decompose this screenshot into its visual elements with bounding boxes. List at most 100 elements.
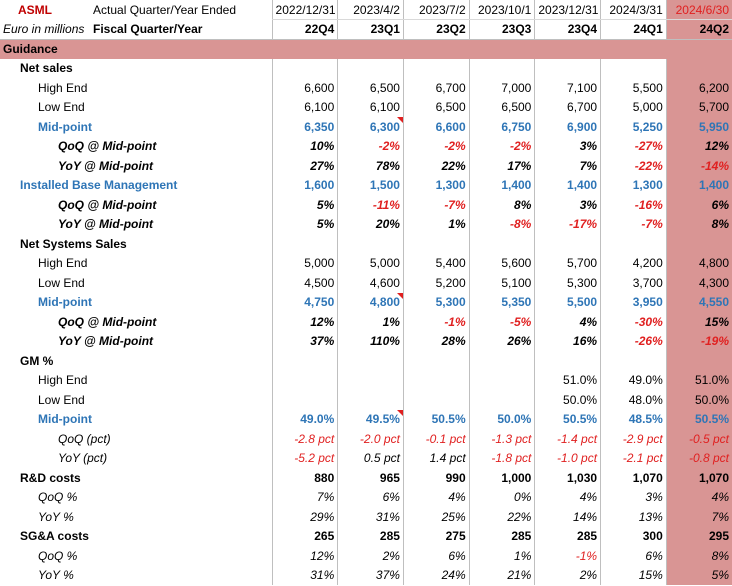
table-cell: 6,600 [271,78,338,98]
table-cell: 1,500 [337,175,404,195]
table-cell [600,58,667,78]
table-cell: 6,700 [534,97,601,117]
table-cell: -0.8 pct [665,448,732,468]
table-cell [402,390,470,410]
table-cell: 1,600 [271,175,338,195]
table-cell [600,234,667,254]
table-cell: -2.0 pct [337,429,404,449]
table-cell: 12% [665,136,732,156]
table-cell: 5,500 [534,292,601,312]
table-cell: 6% [402,546,470,566]
table-row: SG&A costs 265 285 275 285 285 300 295 [0,526,732,546]
table-cell: 880 [271,468,338,488]
table-cell: 51.0% [534,370,601,390]
table-cell: 17% [468,156,535,176]
table-cell: 5,300 [402,292,470,312]
table-cell: 6,500 [337,78,404,98]
table-cell: 7,100 [534,78,601,98]
table-cell: 275 [402,526,470,546]
table-row: R&D costs 880 965 990 1,000 1,030 1,070 1,070 [0,468,732,488]
row-label: R&D costs [20,470,81,485]
table-cell [271,58,338,78]
row-label: Low End [38,392,85,407]
table-cell [468,58,535,78]
table-cell [271,234,338,254]
table-cell: 50.5% [402,409,470,429]
table-cell: 1,300 [402,175,470,195]
table-cell: 6,300 [337,117,404,137]
table-cell: 48.0% [600,390,667,410]
table-cell: 6,750 [468,117,535,137]
row-label: High End [38,80,88,95]
table-cell: 2% [534,565,601,585]
table-cell: -7% [402,195,470,215]
table-cell: 4,750 [271,292,338,312]
table-cell: -8% [468,214,535,234]
table-cell: 300 [600,526,667,546]
table-cell: -0.5 pct [665,429,732,449]
table-cell: 5,300 [534,273,601,293]
row-label: YoY % [38,568,74,583]
table-cell: 22% [402,156,470,176]
table-cell [337,390,404,410]
table-cell: 1,300 [600,175,667,195]
table-cell: -2.1 pct [600,448,667,468]
row-label: YoY @ Mid-point [58,158,154,173]
table-cell [534,58,601,78]
table-cell: 265 [271,526,338,546]
quarter-header: 24Q1 [600,19,667,40]
date-header: 2023/12/31 [534,0,601,20]
table-cell [534,234,601,254]
date-header: 2023/4/2 [337,0,404,20]
table-cell: 12% [271,546,338,566]
table-row: High End 6,600 6,500 6,700 7,000 7,100 5,500 6,… [0,78,732,98]
table-cell: 78% [337,156,404,176]
table-cell: 7% [665,507,732,527]
table-cell: -17% [534,214,601,234]
table-cell: 10% [271,136,338,156]
table-cell [468,351,535,371]
table-cell: 50.0% [468,409,535,429]
table-cell: -7% [600,214,667,234]
table-cell: 6,500 [468,97,535,117]
table-row: Net Systems Sales [0,234,732,254]
table-cell: 4,600 [337,273,404,293]
table-cell: 2% [337,546,404,566]
table-cell: 3% [600,487,667,507]
table-cell: -1% [534,546,601,566]
row-label: GM % [20,353,54,368]
table-cell: 4% [402,487,470,507]
table-cell: 5,700 [534,253,601,273]
table-row: Installed Base Management 1,600 1,500 1,300… [0,175,732,195]
row-label: Net Systems Sales [20,236,127,251]
quarter-header: 23Q3 [468,19,535,40]
table-cell: 50.5% [534,409,601,429]
table-cell: 6,350 [271,117,338,137]
table-cell: 1% [468,546,535,566]
table-cell: -5% [468,312,535,332]
actual-label: Actual Quarter/Year Ended [93,2,236,17]
header-row-dates: ASML Actual Quarter/Year Ended 2022/12/3… [0,0,732,20]
table-row: Mid-point 49.0% 49.5% 50.5% 50.0% 50.5% 48.5% 5… [0,409,732,429]
table-cell: 49.0% [271,409,338,429]
date-header: 2024/3/31 [600,0,667,20]
table-cell: -1.4 pct [534,429,601,449]
table-row: YoY @ Mid-point 37% 110% 28% 26% 16% -26% -19% [0,331,732,351]
table-cell: -5.2 pct [271,448,338,468]
table-cell [271,390,338,410]
table-cell [468,370,535,390]
table-cell: 990 [402,468,470,488]
table-cell: -26% [600,331,667,351]
table-cell: -1.8 pct [468,448,535,468]
table-cell [271,370,338,390]
table-row: YoY (pct) -5.2 pct 0.5 pct 1.4 pct -1.8 pct -… [0,448,732,468]
table-cell: 3,950 [600,292,667,312]
table-cell: 5,400 [402,253,470,273]
table-cell: 5,000 [271,253,338,273]
table-cell: 4,550 [665,292,732,312]
table-cell: 8% [468,195,535,215]
table-cell [402,351,470,371]
date-header: 2024/6/30 [665,0,732,20]
table-cell: 5,500 [600,78,667,98]
